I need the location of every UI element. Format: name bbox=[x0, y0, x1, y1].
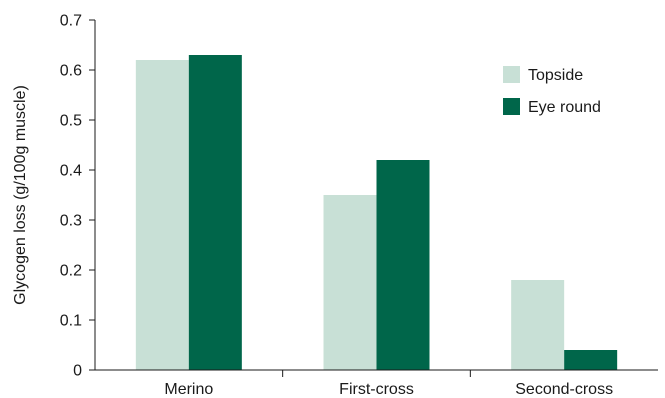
bar-eye-round-first-cross bbox=[376, 160, 430, 370]
axes bbox=[94, 20, 658, 371]
legend-swatch bbox=[503, 66, 520, 83]
legend: Topside Eye round bbox=[503, 66, 601, 116]
bar-topside-second-cross bbox=[511, 280, 565, 370]
bar-eye-round-second-cross bbox=[564, 350, 618, 370]
y-tick-label: 0.1 bbox=[60, 313, 82, 330]
bar-topside-merino bbox=[135, 60, 189, 370]
legend-swatch bbox=[503, 98, 520, 115]
x-axis-labels: Merino First-cross Second-cross bbox=[164, 370, 613, 398]
y-axis-ticks: 0 0.1 0.2 0.3 0.4 0.5 0.6 0.7 bbox=[60, 13, 95, 380]
y-tick-label: 0.2 bbox=[60, 263, 82, 280]
x-tick-label: First-cross bbox=[339, 381, 414, 398]
y-axis-title: Glycogen loss (g/100g muscle) bbox=[12, 85, 29, 305]
y-tick-label: 0.6 bbox=[60, 63, 82, 80]
y-tick-label: 0.5 bbox=[60, 113, 82, 130]
y-tick-label: 0.3 bbox=[60, 213, 82, 230]
bars bbox=[135, 55, 618, 370]
bar-topside-first-cross bbox=[323, 195, 377, 370]
legend-label: Eye round bbox=[528, 99, 601, 116]
legend-label: Topside bbox=[528, 67, 583, 84]
x-tick-label: Second-cross bbox=[515, 381, 613, 398]
bar-eye-round-merino bbox=[188, 55, 242, 370]
y-tick-label: 0 bbox=[73, 363, 82, 380]
y-tick-label: 0.4 bbox=[60, 163, 82, 180]
x-tick-label: Merino bbox=[164, 381, 213, 398]
y-tick-label: 0.7 bbox=[60, 13, 82, 30]
